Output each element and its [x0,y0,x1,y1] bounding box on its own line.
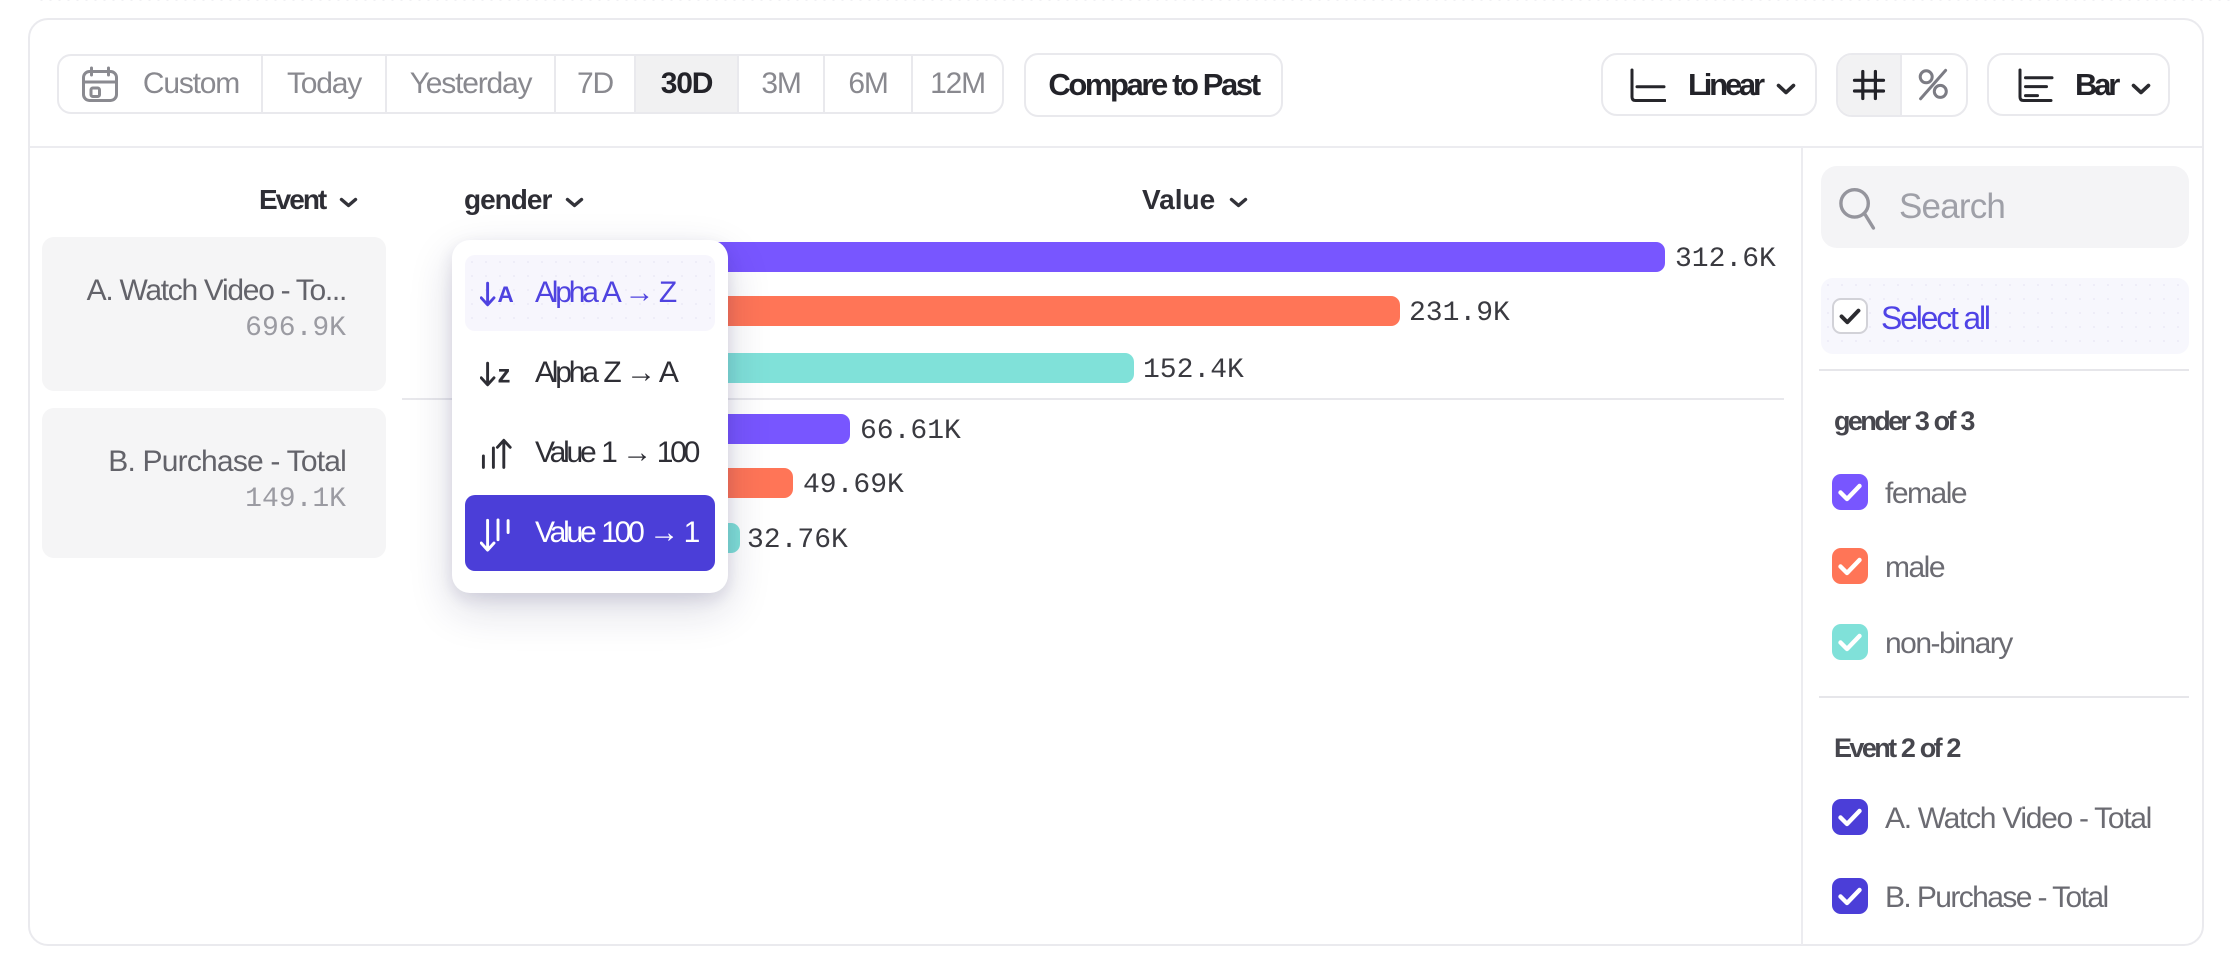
svg-text:A: A [498,282,514,307]
svg-text:z: z [498,359,511,389]
